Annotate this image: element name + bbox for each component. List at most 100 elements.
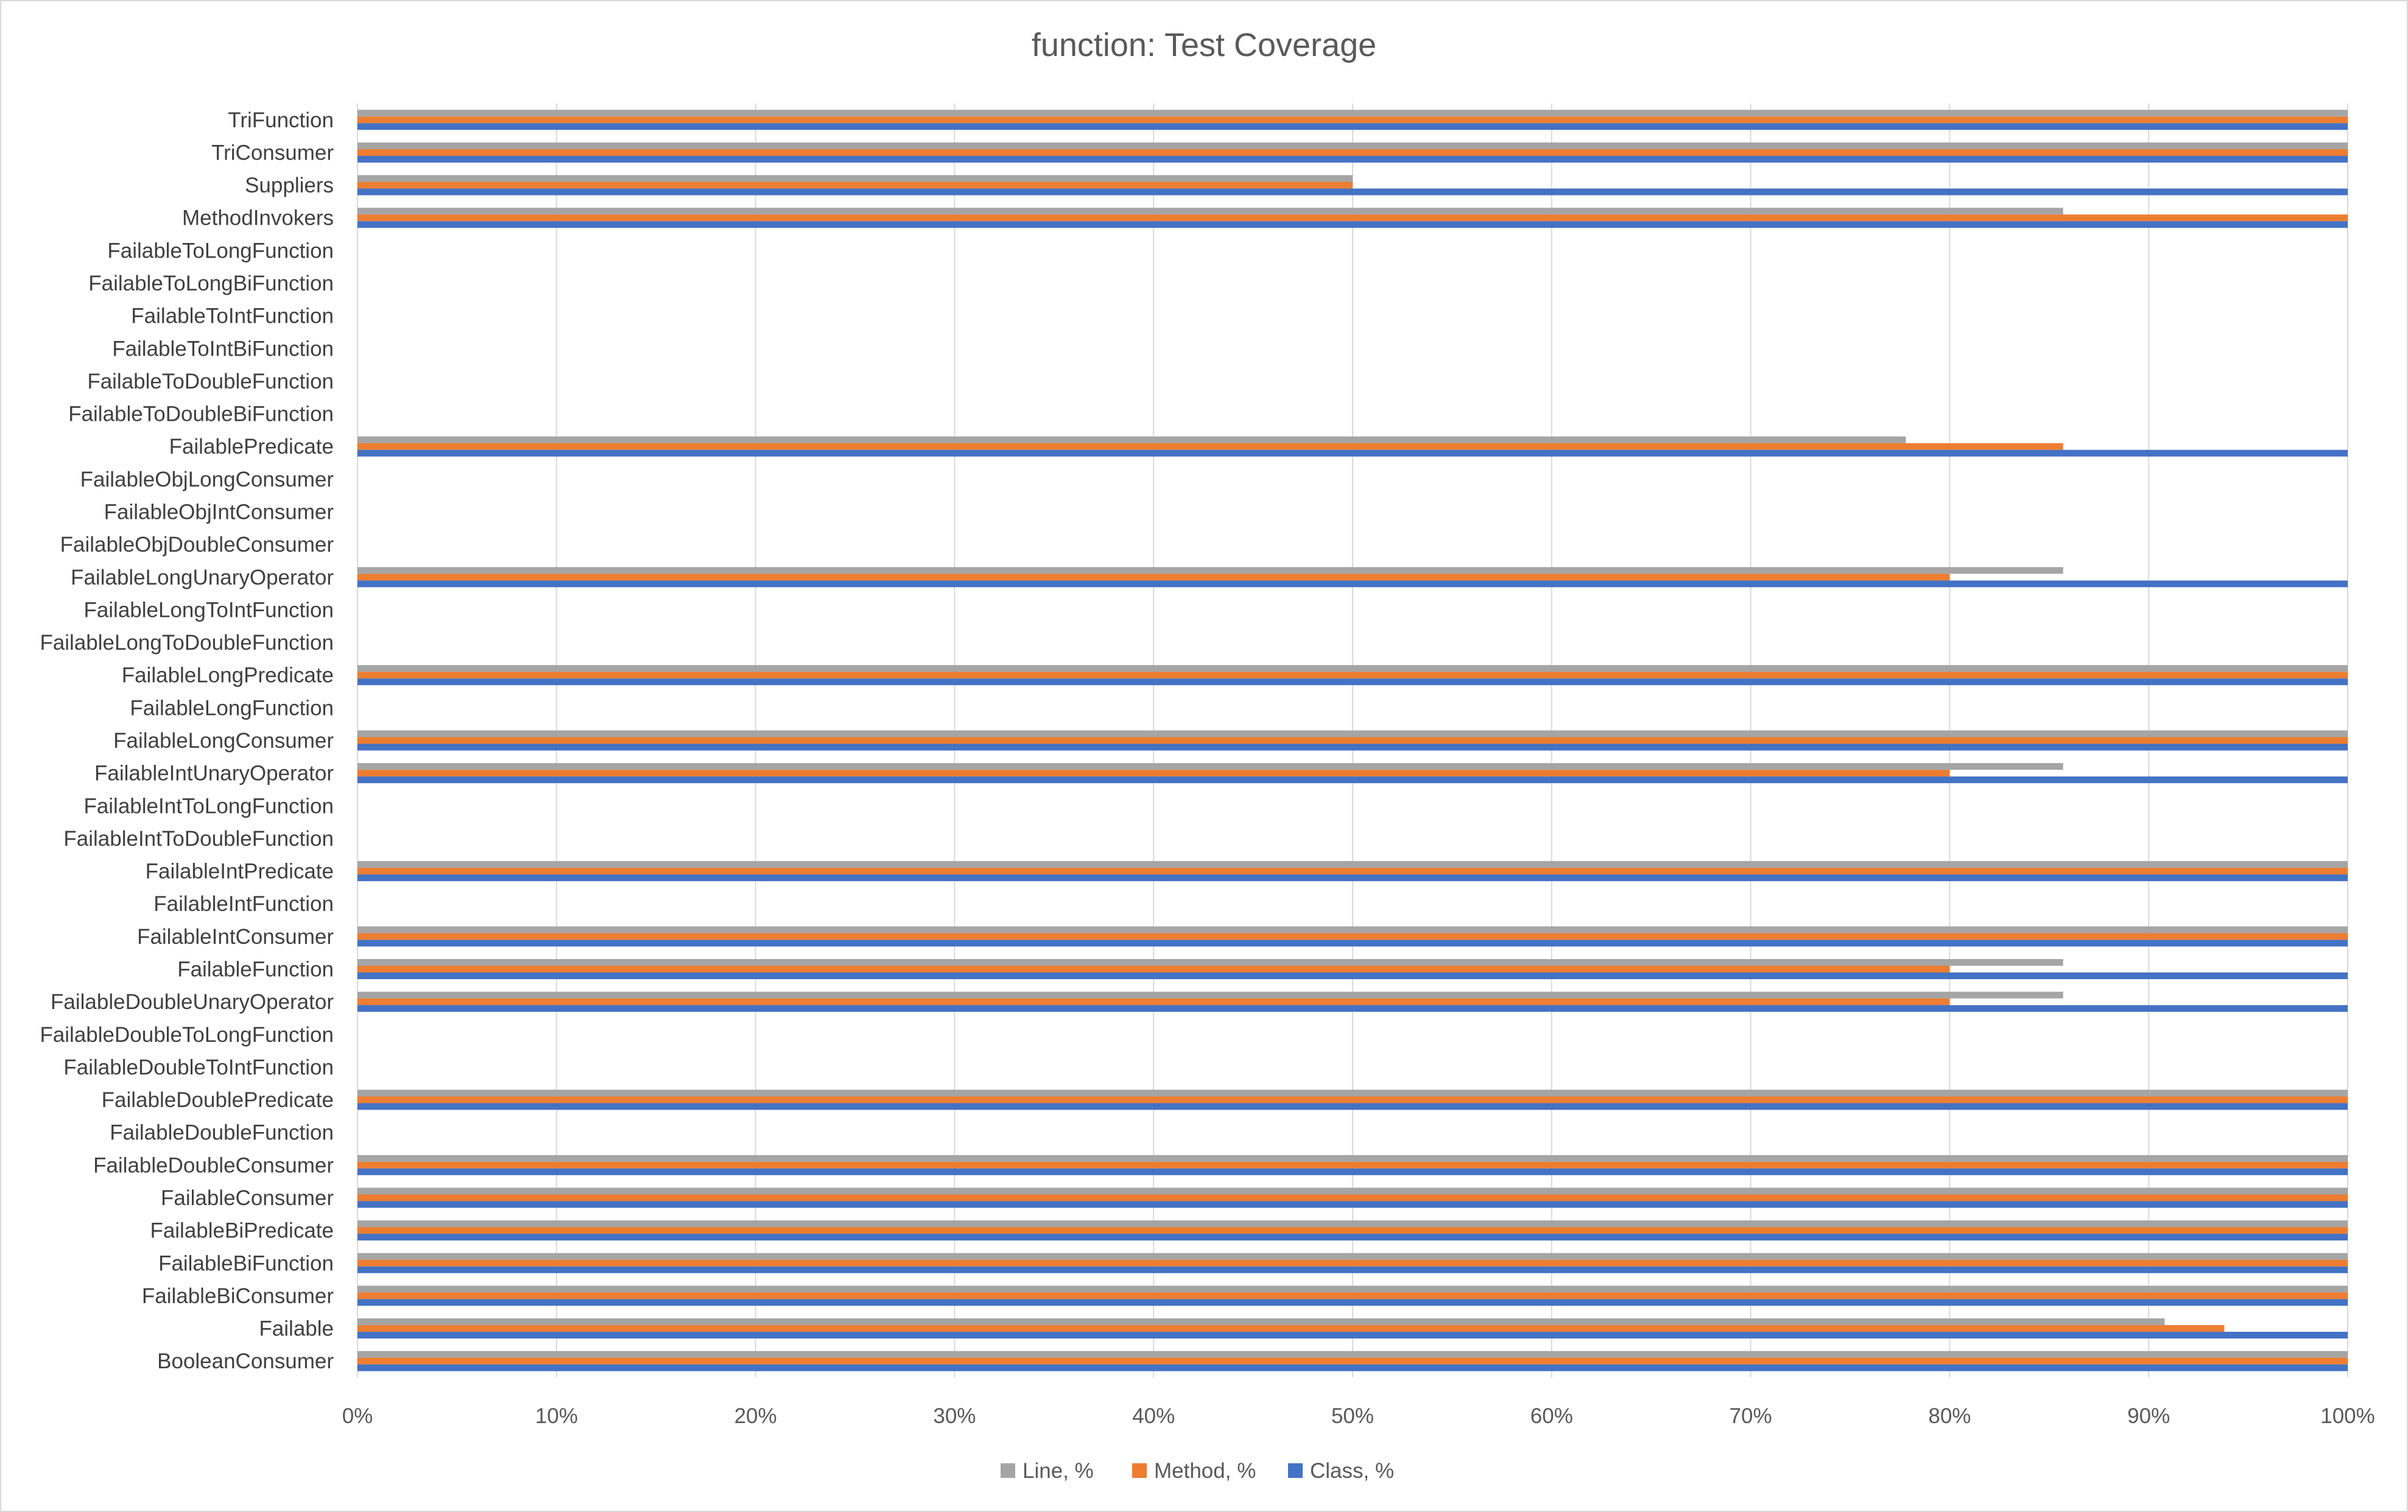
bar: [357, 181, 1353, 189]
bar: [357, 1227, 2348, 1234]
category-label: FailableIntToDoubleFunction: [63, 827, 334, 851]
category-label: FailableDoublePredicate: [102, 1088, 334, 1112]
bar: [357, 998, 1950, 1005]
bar: [357, 436, 1906, 443]
category-label: FailableLongFunction: [130, 696, 334, 720]
bar: [357, 1292, 2348, 1299]
bar: [357, 1357, 2348, 1365]
category-label: FailableIntToLongFunction: [83, 794, 334, 818]
category-label: FailableToDoubleBiFunction: [68, 403, 334, 426]
bar: [357, 1325, 2225, 1332]
legend-label: Class, %: [1310, 1459, 1394, 1483]
bar: [357, 1155, 2348, 1162]
bar: [357, 1234, 2348, 1241]
category-label: FailableDoubleUnaryOperator: [51, 990, 334, 1014]
category-label: FailableToLongFunction: [107, 239, 334, 262]
category-label: FailableDoubleConsumer: [93, 1153, 334, 1177]
category-label: FailableBiPredicate: [150, 1219, 334, 1243]
category-axis: TriFunction TriConsumer Suppliers MethodInv…: [40, 108, 334, 1373]
category-label: FailableLongToDoubleFunction: [40, 631, 334, 655]
bar: [357, 737, 2348, 744]
bar: [357, 665, 2348, 672]
bar: [357, 1187, 2348, 1195]
category-label: FailableDoubleFunction: [110, 1121, 334, 1145]
bar: [357, 933, 2348, 940]
bar: [357, 214, 2348, 222]
bar: [357, 1168, 2348, 1175]
x-tick-label: 60%: [1530, 1404, 1573, 1428]
bar: [357, 1351, 2348, 1358]
bar: [357, 188, 2348, 195]
category-label: FailableToDoubleFunction: [87, 370, 334, 393]
bar: [357, 763, 2063, 770]
bar: [357, 443, 2063, 450]
category-label: FailableDoubleToIntFunction: [63, 1055, 334, 1079]
category-label: FailableIntFunction: [153, 892, 334, 916]
category-label: FailableIntPredicate: [146, 860, 334, 884]
bar: [357, 567, 2063, 574]
x-tick-label: 70%: [1730, 1404, 1772, 1428]
chart-title: function: Test Coverage: [1032, 27, 1376, 63]
bar: [357, 155, 2348, 163]
bar: [357, 1332, 2348, 1339]
category-label: FailableLongPredicate: [122, 664, 334, 687]
bar: [357, 1285, 2348, 1293]
category-label: FailableLongConsumer: [113, 729, 334, 753]
bar: [357, 1161, 2348, 1169]
category-label: FailableConsumer: [161, 1186, 334, 1210]
category-label: FailableToIntBiFunction: [112, 337, 334, 360]
category-label: FailableObjDoubleConsumer: [60, 533, 334, 557]
category-label: Failable: [259, 1317, 334, 1341]
bar: [357, 972, 2348, 979]
bar: [357, 1005, 2348, 1012]
legend-label: Method, %: [1154, 1459, 1256, 1483]
category-label: FailableDoubleToLongFunction: [40, 1023, 334, 1047]
bar: [357, 965, 1950, 972]
bar: [357, 1299, 2348, 1306]
bar: [357, 861, 2348, 868]
bar: [357, 123, 2348, 130]
legend-swatch: [1288, 1463, 1303, 1478]
bar: [357, 926, 2348, 934]
bar: [357, 730, 2348, 737]
x-tick-label: 0%: [342, 1404, 373, 1428]
category-label: FailableObjIntConsumer: [104, 501, 334, 524]
category-label: FailableBiFunction: [158, 1251, 334, 1275]
bar: [357, 1096, 2348, 1103]
bar: [357, 116, 2348, 124]
bar: [357, 744, 2348, 751]
bars: [357, 110, 2348, 1371]
category-label: Suppliers: [245, 174, 334, 197]
bar: [357, 1266, 2348, 1273]
category-label: FailableIntUnaryOperator: [94, 762, 334, 786]
bar: [357, 208, 2063, 215]
category-label: FailableLongUnaryOperator: [71, 566, 334, 589]
bar: [357, 221, 2348, 228]
x-tick-label: 100%: [2320, 1404, 2375, 1428]
bar: [357, 1253, 2348, 1260]
bar: [357, 874, 2348, 882]
bar: [357, 149, 2348, 156]
category-label: FailableToIntFunction: [131, 304, 334, 328]
bar: [357, 1089, 2348, 1097]
bar: [357, 142, 2348, 149]
bar: [357, 672, 2348, 679]
bar: [357, 1103, 2348, 1110]
bar: [357, 175, 1353, 182]
bar: [357, 940, 2348, 947]
x-tick-label: 90%: [2127, 1404, 2170, 1428]
bar: [357, 449, 2348, 457]
category-label: FailableIntConsumer: [137, 925, 334, 949]
legend: Line, % Method, % Class, %: [1001, 1459, 1394, 1483]
bar: [357, 678, 2348, 686]
legend-swatch: [1001, 1463, 1015, 1478]
x-tick-label: 10%: [535, 1404, 578, 1428]
category-label: FailableFunction: [177, 957, 334, 981]
bar: [357, 110, 2348, 117]
category-label: FailableToLongBiFunction: [88, 272, 334, 295]
bar: [357, 868, 2348, 875]
bar: [357, 1259, 2348, 1267]
bar: [357, 991, 2063, 999]
category-label: TriFunction: [228, 108, 334, 132]
